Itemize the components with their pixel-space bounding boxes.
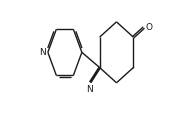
Text: O: O	[146, 23, 153, 32]
Text: N: N	[39, 48, 46, 57]
Text: N: N	[86, 85, 93, 94]
